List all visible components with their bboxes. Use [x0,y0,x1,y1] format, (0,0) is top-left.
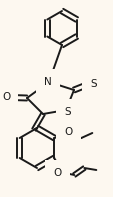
Text: S: S [64,107,71,117]
Text: O: O [2,92,10,102]
Text: S: S [90,79,96,89]
Text: O: O [64,127,72,137]
Text: O: O [53,168,61,178]
Text: N: N [44,77,51,87]
